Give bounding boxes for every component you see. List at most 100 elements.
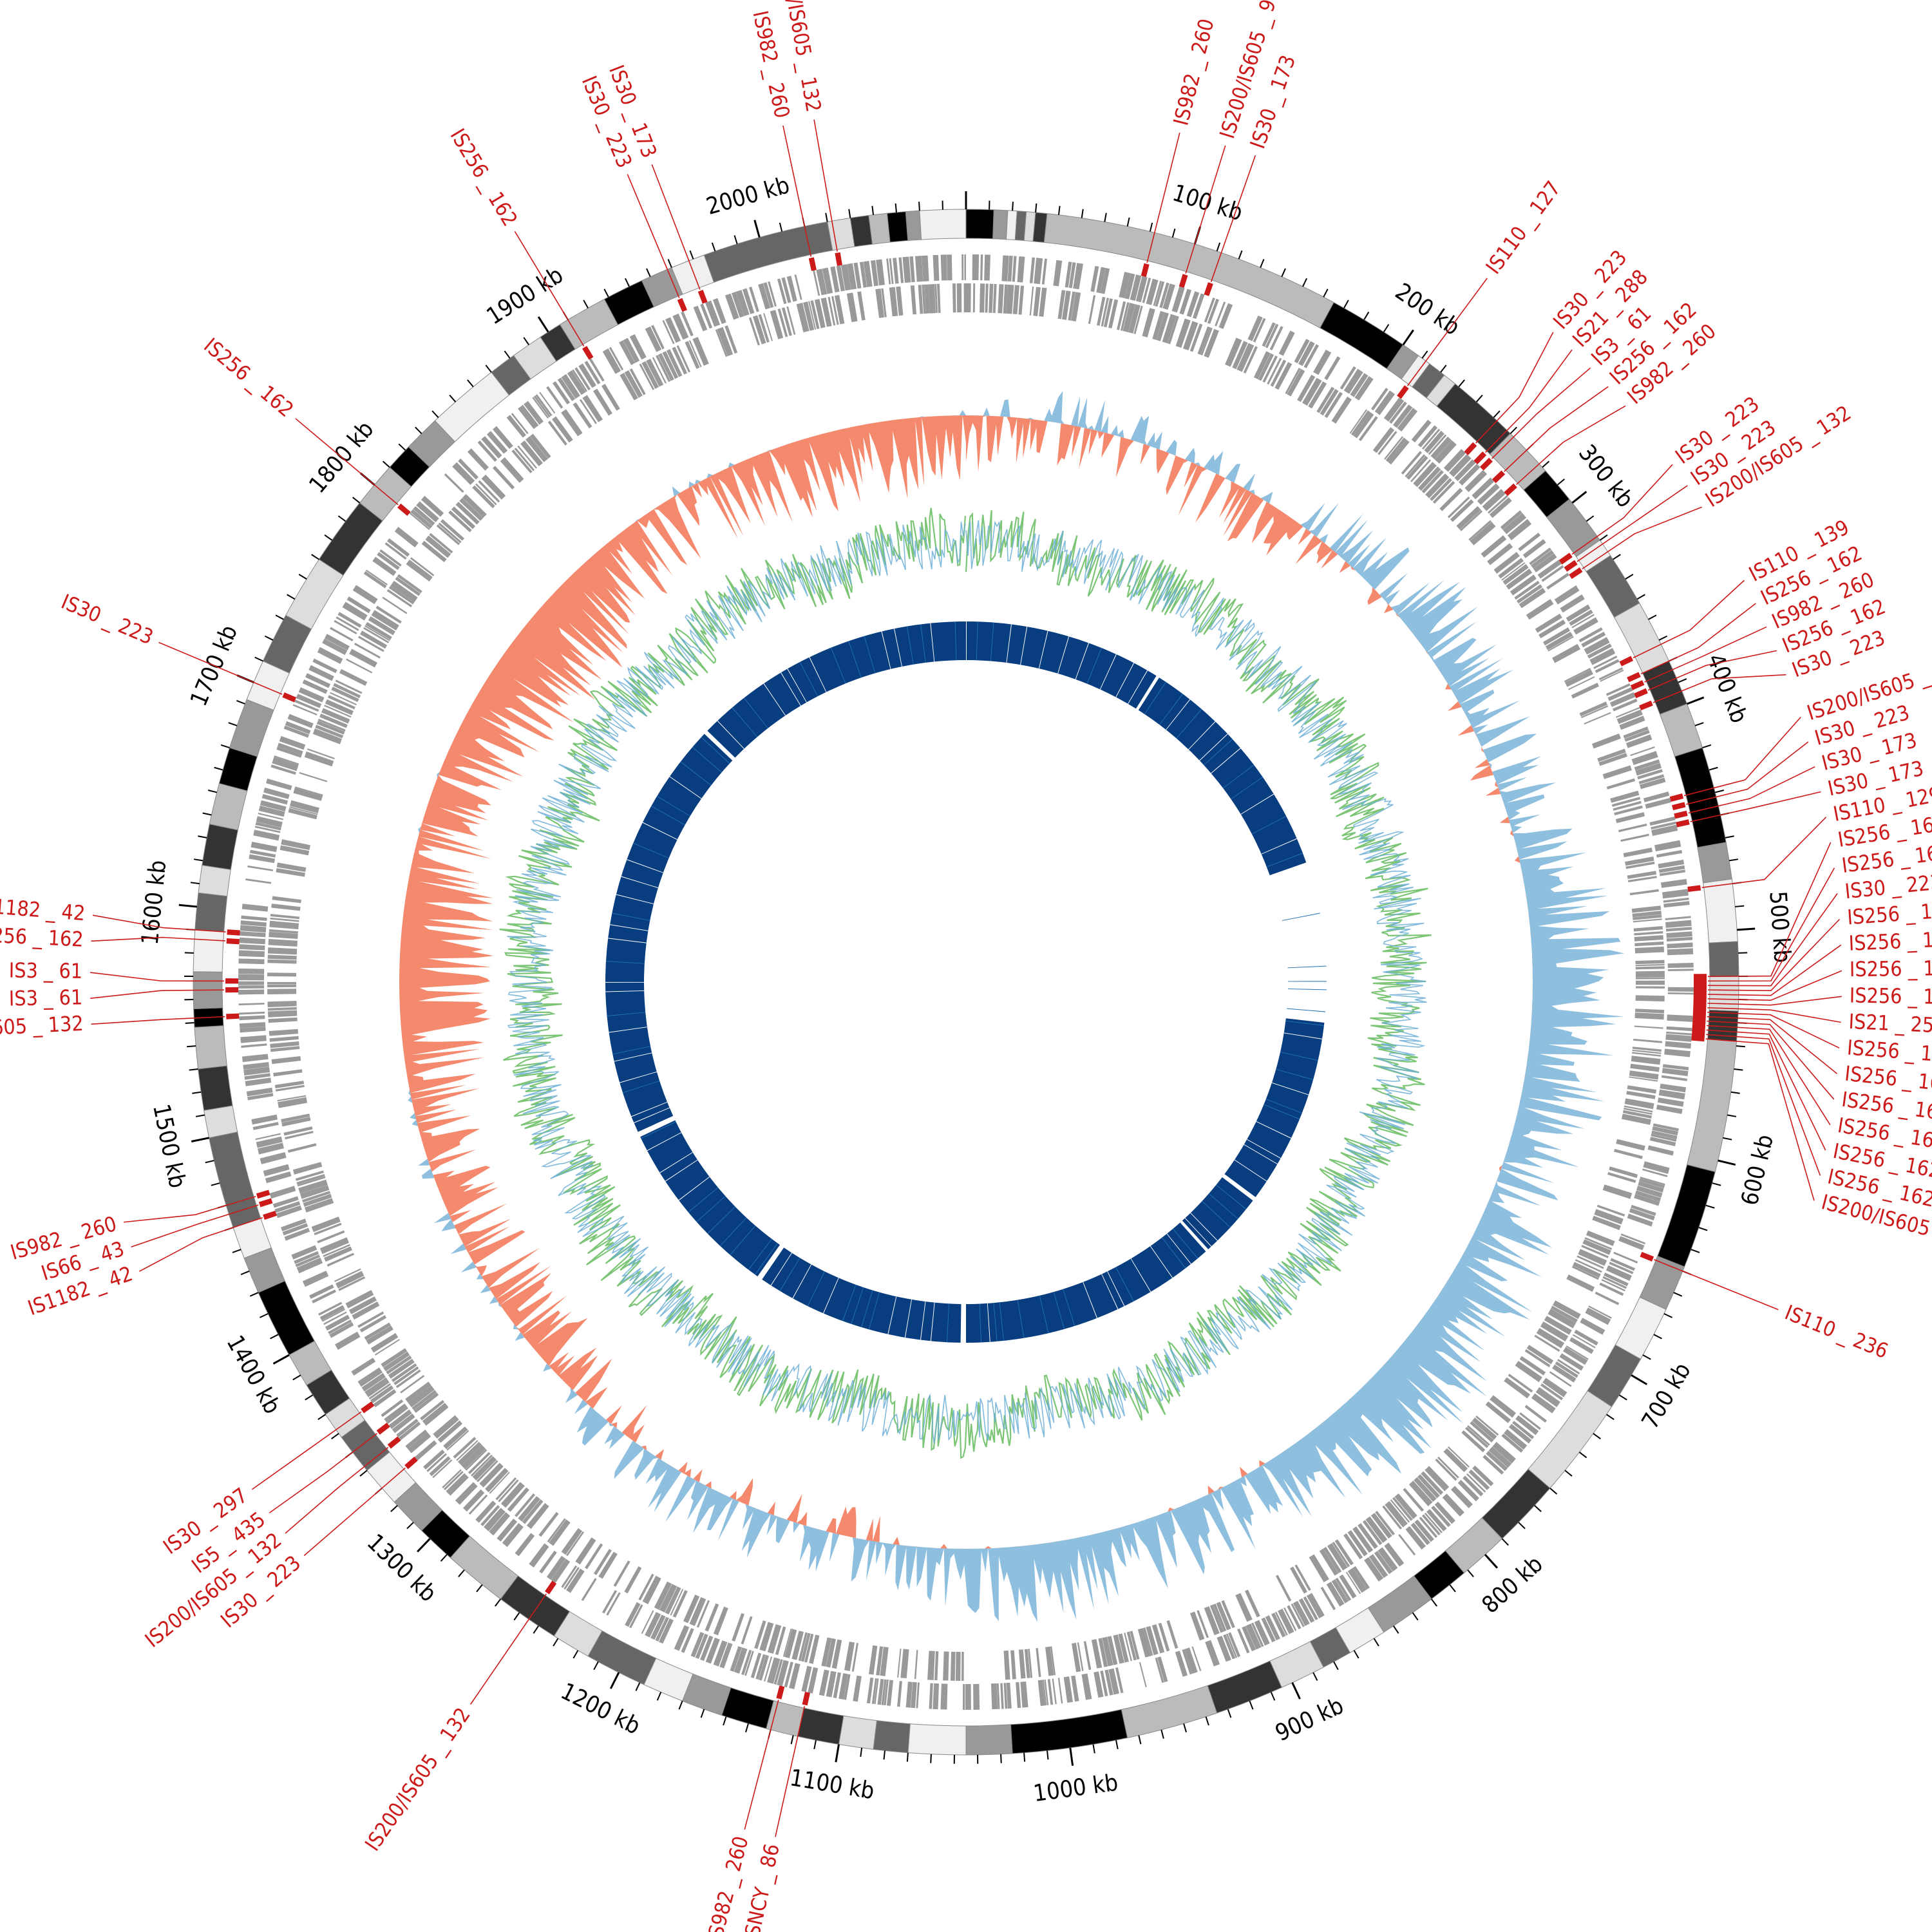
gene-feature xyxy=(863,261,873,287)
gene-feature xyxy=(1466,1473,1486,1493)
gene-feature xyxy=(1544,1316,1572,1335)
gene-feature xyxy=(1450,499,1474,522)
is-element-label: IS110 _ 127 xyxy=(1481,176,1566,279)
gene-feature xyxy=(744,1651,754,1676)
gene-feature xyxy=(1324,356,1341,381)
gene-feature xyxy=(1613,1251,1638,1264)
blast-gap xyxy=(1264,1104,1300,1120)
blast-hit-block xyxy=(762,1247,961,1343)
blast-gap xyxy=(1222,764,1255,789)
gene-feature xyxy=(1137,1627,1151,1658)
gene-feature xyxy=(579,399,597,424)
gene-feature xyxy=(1531,550,1554,569)
gene-feature xyxy=(254,826,281,833)
kb-tick xyxy=(635,1682,641,1691)
gene-feature xyxy=(1162,314,1177,344)
gene-feature xyxy=(1365,1516,1388,1543)
gene-feature xyxy=(831,296,839,325)
gene-feature xyxy=(881,288,887,317)
kb-tick xyxy=(1687,696,1705,705)
kb-tick xyxy=(495,1598,502,1607)
gene-feature xyxy=(1364,1557,1384,1582)
gene-feature xyxy=(1390,1499,1410,1523)
gene-feature xyxy=(1629,1076,1658,1082)
is-element-mark xyxy=(1692,1018,1706,1024)
gene-feature xyxy=(1605,683,1631,696)
gene-feature xyxy=(1618,1236,1645,1251)
gene-feature xyxy=(274,755,299,765)
blast-gap xyxy=(1017,1300,1025,1338)
kb-tick xyxy=(1586,515,1595,522)
gene-feature xyxy=(1519,1356,1546,1376)
gene-feature xyxy=(573,402,592,429)
blast-gap xyxy=(906,626,914,665)
gene-feature xyxy=(478,480,500,503)
gene-feature xyxy=(269,1028,299,1036)
gene-feature xyxy=(955,1651,961,1681)
gene-feature xyxy=(370,1385,394,1404)
gene-feature xyxy=(281,1218,307,1231)
gene-feature xyxy=(328,1320,352,1334)
gene-feature xyxy=(323,1244,350,1257)
blast-gap xyxy=(851,1287,864,1325)
gene-feature xyxy=(270,1046,300,1052)
is-leader-line xyxy=(1582,506,1702,570)
blast-gap xyxy=(1107,1271,1125,1307)
gene-feature xyxy=(328,695,355,710)
gene-feature xyxy=(1630,1063,1660,1072)
gene-feature xyxy=(1303,344,1320,368)
gene-feature xyxy=(1566,1274,1595,1293)
gene-feature xyxy=(814,299,826,328)
gene-feature xyxy=(368,616,395,636)
gene-feature xyxy=(629,368,646,395)
contig-segment xyxy=(992,209,1009,240)
gene-feature xyxy=(271,904,301,911)
gene-feature xyxy=(961,1651,964,1681)
gene-feature xyxy=(267,1007,297,1011)
gene-feature xyxy=(1584,637,1610,655)
gene-feature xyxy=(1073,263,1083,290)
gene-feature xyxy=(1045,1646,1054,1676)
is-element-mark xyxy=(1693,974,1707,980)
gene-feature xyxy=(480,1505,500,1526)
gene-feature xyxy=(1656,1104,1683,1114)
is-leader-line xyxy=(1707,842,1832,978)
gene-feature xyxy=(561,1565,578,1588)
gc-content-line xyxy=(499,507,1432,1459)
kb-tick-label: 400 kb xyxy=(1701,650,1752,727)
gene-feature xyxy=(1072,1642,1081,1672)
gene-feature xyxy=(1585,1307,1611,1325)
gene-feature xyxy=(777,308,788,337)
is-element-mark xyxy=(1639,700,1653,711)
gene-feature xyxy=(475,1501,497,1523)
gene-feature xyxy=(980,283,985,313)
gene-feature xyxy=(1157,1656,1168,1683)
kb-tick xyxy=(1205,1716,1209,1726)
gene-feature xyxy=(267,989,297,995)
gene-feature xyxy=(363,571,387,589)
gene-feature xyxy=(674,1625,690,1651)
gene-feature xyxy=(581,1578,597,1602)
gene-feature xyxy=(270,1041,299,1048)
kb-tick xyxy=(1658,635,1668,641)
contig-segment xyxy=(1687,1038,1738,1173)
gene-feature xyxy=(641,1610,654,1634)
gene-feature xyxy=(1285,368,1301,394)
gene-feature xyxy=(1651,1130,1678,1140)
gene-feature xyxy=(304,1274,329,1287)
gene-feature xyxy=(373,1389,397,1408)
gene-feature xyxy=(877,1678,884,1705)
kb-tick xyxy=(646,268,651,278)
kb-tick-label: 1300 kb xyxy=(362,1530,442,1607)
is-leader-line xyxy=(1707,1007,1841,1023)
kb-tick xyxy=(906,1752,909,1762)
gene-feature xyxy=(323,1311,347,1325)
gene-feature xyxy=(1228,1632,1241,1658)
is-element-label: IS21 _ 259 xyxy=(1848,1009,1932,1038)
gene-feature xyxy=(1552,643,1580,663)
gene-feature xyxy=(1634,946,1665,954)
kb-tick xyxy=(449,394,457,402)
gc-skew-track xyxy=(399,391,1624,1622)
gene-feature xyxy=(1516,584,1543,604)
blast-gap xyxy=(1204,739,1233,766)
